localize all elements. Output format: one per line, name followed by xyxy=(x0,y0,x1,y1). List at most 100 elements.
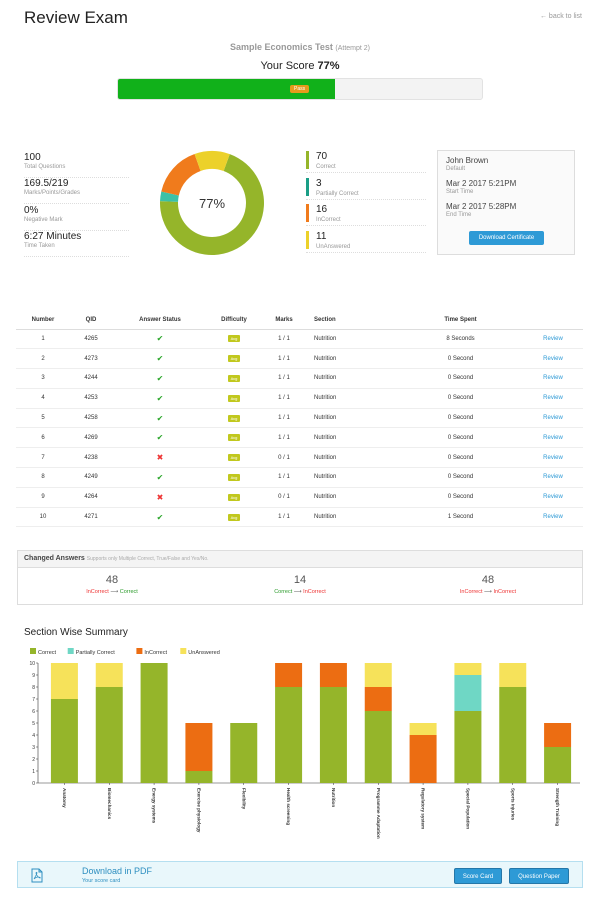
difficulty-badge: Avg xyxy=(227,434,241,442)
section-summary-title: Section Wise Summary xyxy=(24,627,128,638)
row-section: Nutrition xyxy=(308,467,398,488)
download-pdf-bar: Download in PDF Your score card Score Ca… xyxy=(17,861,583,888)
pdf-file-icon xyxy=(31,868,43,883)
partially-correct-swatch xyxy=(306,178,309,196)
arrow-right-icon: ⟶ xyxy=(110,589,119,595)
row-number: 5 xyxy=(16,408,70,429)
y-tick-label: 9 xyxy=(32,673,35,679)
row-time-spent: 0 Second xyxy=(398,368,523,389)
row-marks: 1 / 1 xyxy=(260,507,308,528)
row-marks: 0 / 1 xyxy=(260,487,308,508)
check-icon: ✔ xyxy=(156,413,164,423)
table-row: 7 4238 ✖ Avg 0 / 1 Nutrition 0 Second Review xyxy=(16,447,583,469)
breakdown-correct: 70 Correct xyxy=(306,151,426,173)
breakdown-value: 16 xyxy=(316,204,328,215)
check-icon: ✔ xyxy=(156,334,164,344)
score-line: Your Score 77% xyxy=(0,60,600,72)
exam-title: Sample Economics Test xyxy=(229,42,333,52)
row-qid: 4258 xyxy=(70,408,112,429)
legend-label: Partially Correct xyxy=(76,650,116,656)
row-qid: 4253 xyxy=(70,388,112,409)
attempt-label: (Attempt 2) xyxy=(335,45,370,52)
review-link[interactable]: Review xyxy=(543,454,563,461)
col-marks: Marks xyxy=(260,312,308,330)
bar-segment xyxy=(95,663,123,687)
row-number: 7 xyxy=(16,447,70,469)
difficulty-badge: Avg xyxy=(227,355,241,363)
check-icon: ✔ xyxy=(156,433,164,443)
score-value: 77% xyxy=(317,60,340,72)
breakdown-value: 3 xyxy=(316,178,322,189)
row-marks: 0 / 1 xyxy=(260,447,308,469)
bar-segment xyxy=(364,663,392,687)
y-tick-label: 3 xyxy=(32,745,35,751)
stat-time-taken: 6:27 Minutes Time Taken xyxy=(24,231,129,257)
results-table: Number QID Answer Status Difficulty Mark… xyxy=(16,312,583,528)
check-icon: ✔ xyxy=(156,472,164,482)
changed-item: 48 InCorrect ⟶ Correct xyxy=(52,574,172,595)
back-to-list-link[interactable]: ← back to list xyxy=(539,13,582,20)
review-link[interactable]: Review xyxy=(543,514,563,521)
y-tick-label: 7 xyxy=(32,697,35,703)
bar-segment xyxy=(409,735,437,783)
changed-from: InCorrect xyxy=(86,589,109,595)
bar-segment xyxy=(364,687,392,711)
table-row: 9 4264 ✖ Avg 0 / 1 Nutrition 0 Second Review xyxy=(16,487,583,508)
review-link[interactable]: Review xyxy=(543,434,563,441)
review-link[interactable]: Review xyxy=(543,474,563,481)
bar-segment xyxy=(544,723,572,747)
score-card-button[interactable]: Score Card xyxy=(454,868,502,884)
review-link[interactable]: Review xyxy=(543,335,563,342)
cross-icon: ✖ xyxy=(156,453,164,463)
x-tick-label: Special Population xyxy=(465,788,470,829)
changed-count: 48 xyxy=(481,574,495,586)
score-progress-fill xyxy=(118,79,336,99)
col-answer-status: Answer Status xyxy=(112,312,208,330)
stat-label: Negative Mark xyxy=(24,217,63,223)
bar-segment xyxy=(409,723,437,735)
row-time-spent: 0 Second xyxy=(398,408,523,429)
changed-answers-note: Supports only Multiple Correct, True/Fal… xyxy=(86,556,209,562)
row-marks: 1 / 1 xyxy=(260,388,308,409)
check-icon: ✔ xyxy=(156,354,164,364)
arrow-right-icon: ⟶ xyxy=(293,589,302,595)
row-marks: 1 / 1 xyxy=(260,329,308,350)
legend-label: Correct xyxy=(38,650,57,656)
user-card: John Brown Default Mar 2 2017 5:21PM Sta… xyxy=(437,150,575,255)
check-icon: ✔ xyxy=(156,393,164,403)
review-link[interactable]: Review xyxy=(543,494,563,501)
bar-segment xyxy=(499,687,527,783)
row-qid: 4269 xyxy=(70,427,112,449)
stat-value: 6:27 Minutes xyxy=(24,231,82,242)
end-time-value: Mar 2 2017 5:28PM xyxy=(446,202,517,211)
y-tick-label: 10 xyxy=(29,661,35,667)
legend-label: UnAnswered xyxy=(188,650,220,656)
review-link[interactable]: Review xyxy=(543,375,563,382)
x-tick-label: Strength Training xyxy=(555,788,560,826)
review-link[interactable]: Review xyxy=(543,395,563,402)
x-tick-label: Biomechanics xyxy=(107,788,112,820)
stat-value: 169.5/219 xyxy=(24,178,69,189)
arrow-right-icon: ⟶ xyxy=(484,589,492,595)
bar-segment xyxy=(50,663,78,699)
section-summary-chart: Correct Partially Correct InCorrect UnAnswe… xyxy=(29,648,580,839)
col-qid: QID xyxy=(70,312,112,330)
review-link[interactable]: Review xyxy=(543,415,563,422)
difficulty-badge: Avg xyxy=(227,513,241,521)
pass-badge: Pass xyxy=(290,85,310,93)
download-certificate-button[interactable]: Download Certificate xyxy=(469,231,544,245)
donut-segment-partially-correct xyxy=(160,191,179,202)
table-row: 8 4249 ✔ Avg 1 / 1 Nutrition 0 Second Review xyxy=(16,467,583,488)
row-time-spent: 1 Second xyxy=(398,507,523,528)
bar-segment xyxy=(319,663,347,687)
review-link[interactable]: Review xyxy=(543,355,563,362)
stat-value: 0% xyxy=(24,205,39,216)
table-row: 4 4253 ✔ Avg 1 / 1 Nutrition 0 Second Review xyxy=(16,388,583,409)
incorrect-swatch xyxy=(306,204,309,222)
difficulty-badge: Avg xyxy=(227,454,241,462)
y-tick-label: 5 xyxy=(32,721,35,727)
bar-segment xyxy=(275,663,303,687)
stat-label: Total Questions xyxy=(24,164,66,170)
question-paper-button[interactable]: Question Paper xyxy=(509,868,569,884)
bar-segment xyxy=(454,675,482,711)
